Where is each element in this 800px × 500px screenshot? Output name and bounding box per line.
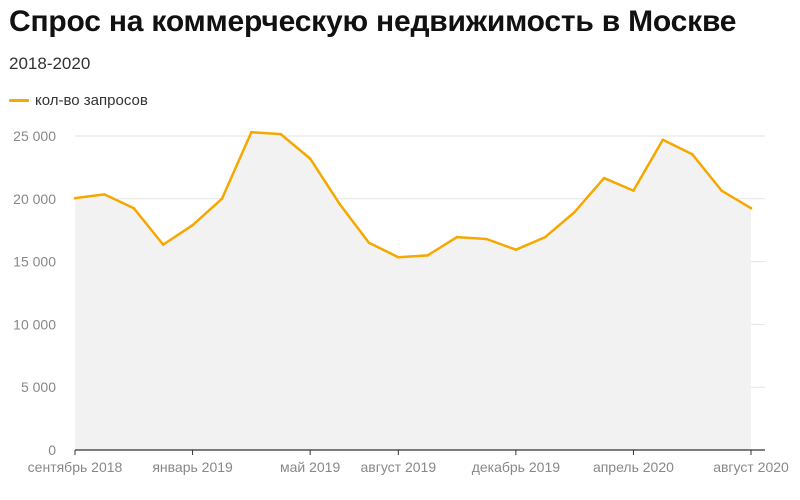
data-point (543, 235, 547, 239)
legend-label: кол-во запросов (35, 92, 148, 109)
x-tick-label: май 2019 (280, 459, 340, 475)
series-line-group (73, 130, 753, 259)
x-tick-label: сентябрь 2018 (28, 459, 123, 475)
y-tick-label: 0 (48, 442, 56, 458)
chart-subtitle: 2018-2020 (9, 54, 91, 73)
data-point (632, 189, 635, 192)
y-tick-label: 20 000 (13, 191, 56, 207)
x-tick-label: декабрь 2019 (472, 459, 561, 475)
data-point (103, 193, 106, 196)
data-point (73, 196, 77, 200)
chart-title: Спрос на коммерческую недвижимость в Мос… (9, 5, 737, 38)
data-point (191, 223, 194, 227)
data-point (161, 243, 165, 246)
legend: кол-во запросов (9, 92, 148, 109)
x-tick-label: август 2019 (360, 459, 436, 475)
y-axis-labels: 0 5 000 10 000 15 000 20 000 25 000 (13, 128, 56, 458)
data-point (455, 235, 459, 239)
data-point (308, 157, 312, 160)
data-point (749, 206, 753, 210)
y-tick-label: 25 000 (13, 128, 56, 144)
data-point (397, 255, 400, 259)
y-tick-label: 5 000 (21, 379, 56, 395)
area-fill (75, 132, 751, 450)
x-tick-label: апрель 2020 (593, 459, 674, 475)
area-fill-group (75, 132, 751, 450)
data-point (279, 132, 283, 136)
data-point (220, 197, 224, 201)
data-points (73, 130, 753, 259)
data-point (426, 254, 429, 257)
data-point (132, 206, 136, 210)
data-point (485, 237, 488, 241)
y-tick-label: 15 000 (13, 254, 56, 270)
data-point (250, 130, 253, 134)
data-point (338, 202, 341, 206)
data-point (720, 189, 723, 192)
data-point (573, 210, 576, 214)
data-point (602, 176, 606, 180)
x-tick-label: январь 2019 (152, 459, 233, 475)
x-tick-label: август 2020 (713, 459, 789, 475)
x-axis: сентябрь 2018 январь 2019 май 2019 август 2… (28, 449, 789, 475)
data-point (690, 152, 694, 156)
y-tick-label: 10 000 (13, 316, 56, 332)
data-point (367, 241, 371, 245)
series-line (73, 130, 753, 259)
legend-swatch (9, 99, 29, 102)
data-point (514, 248, 518, 251)
data-point (661, 138, 665, 142)
